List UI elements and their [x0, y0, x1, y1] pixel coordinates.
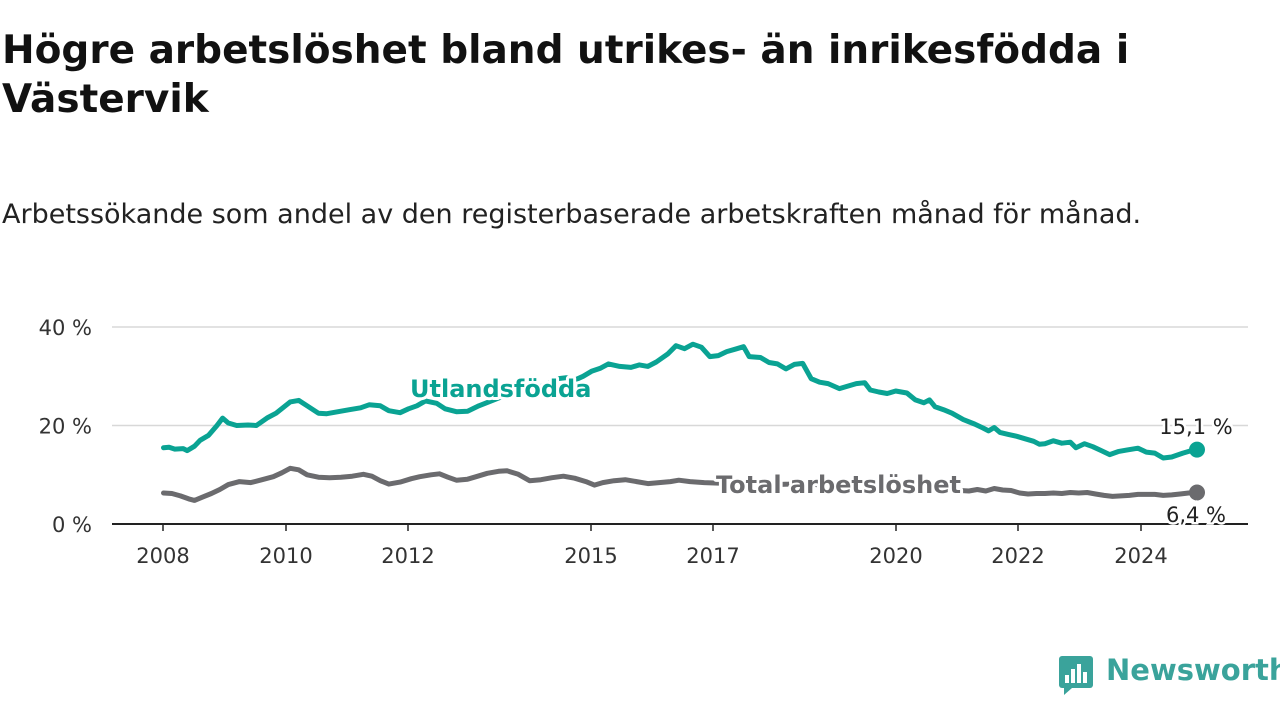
x-tick-label-2022: 2022 — [991, 544, 1044, 568]
series-labels: Utlandsfödda Total arbetslöshet 15,1 % 6,4 … — [407, 372, 1235, 530]
y-tick-label-40: 40 % — [39, 316, 92, 340]
x-axis: 2008 2010 2012 2015 2017 2020 2022 2024 — [112, 523, 1248, 568]
x-tick-label-2008: 2008 — [136, 544, 189, 568]
end-value-total: 6,4 % — [1166, 503, 1226, 527]
end-value-utlandsfodda: 15,1 % — [1159, 415, 1232, 439]
chart-title: Högre arbetslöshet bland utrikes- än inr… — [2, 28, 1130, 122]
y-tick-label-0: 0 % — [52, 513, 92, 537]
newsworthy-logo-icon — [1059, 656, 1093, 695]
x-tick-label-2024: 2024 — [1114, 544, 1167, 568]
utlandsfodda-end-dot — [1189, 441, 1205, 458]
y-axis-tick-labels: 0 % 20 % 40 % — [39, 316, 92, 537]
grid-lines — [112, 326, 1248, 427]
series-label-utlandsfodda: Utlandsfödda — [410, 375, 591, 403]
series-line-utlandsfodda — [161, 341, 1200, 461]
y-tick-label-20: 20 % — [39, 415, 92, 439]
series-line-total — [161, 465, 1200, 503]
total-end-dot — [1189, 484, 1205, 501]
x-tick-label-2020: 2020 — [869, 544, 922, 568]
chart-subtitle: Arbetssökande som andel av den registerb… — [2, 199, 1142, 230]
x-tick-label-2010: 2010 — [259, 544, 312, 568]
x-tick-label-2017: 2017 — [686, 544, 739, 568]
series-label-total: Total arbetslöshet — [716, 471, 961, 499]
brand-name: Newsworthy — [1106, 653, 1280, 687]
series-lines — [161, 341, 1205, 503]
line-chart: 0 % 20 % 40 % 2008 2010 2012 2015 2017 2020 2022… — [39, 316, 1248, 568]
x-tick-label-2012: 2012 — [381, 544, 434, 568]
x-tick-label-2015: 2015 — [564, 544, 617, 568]
